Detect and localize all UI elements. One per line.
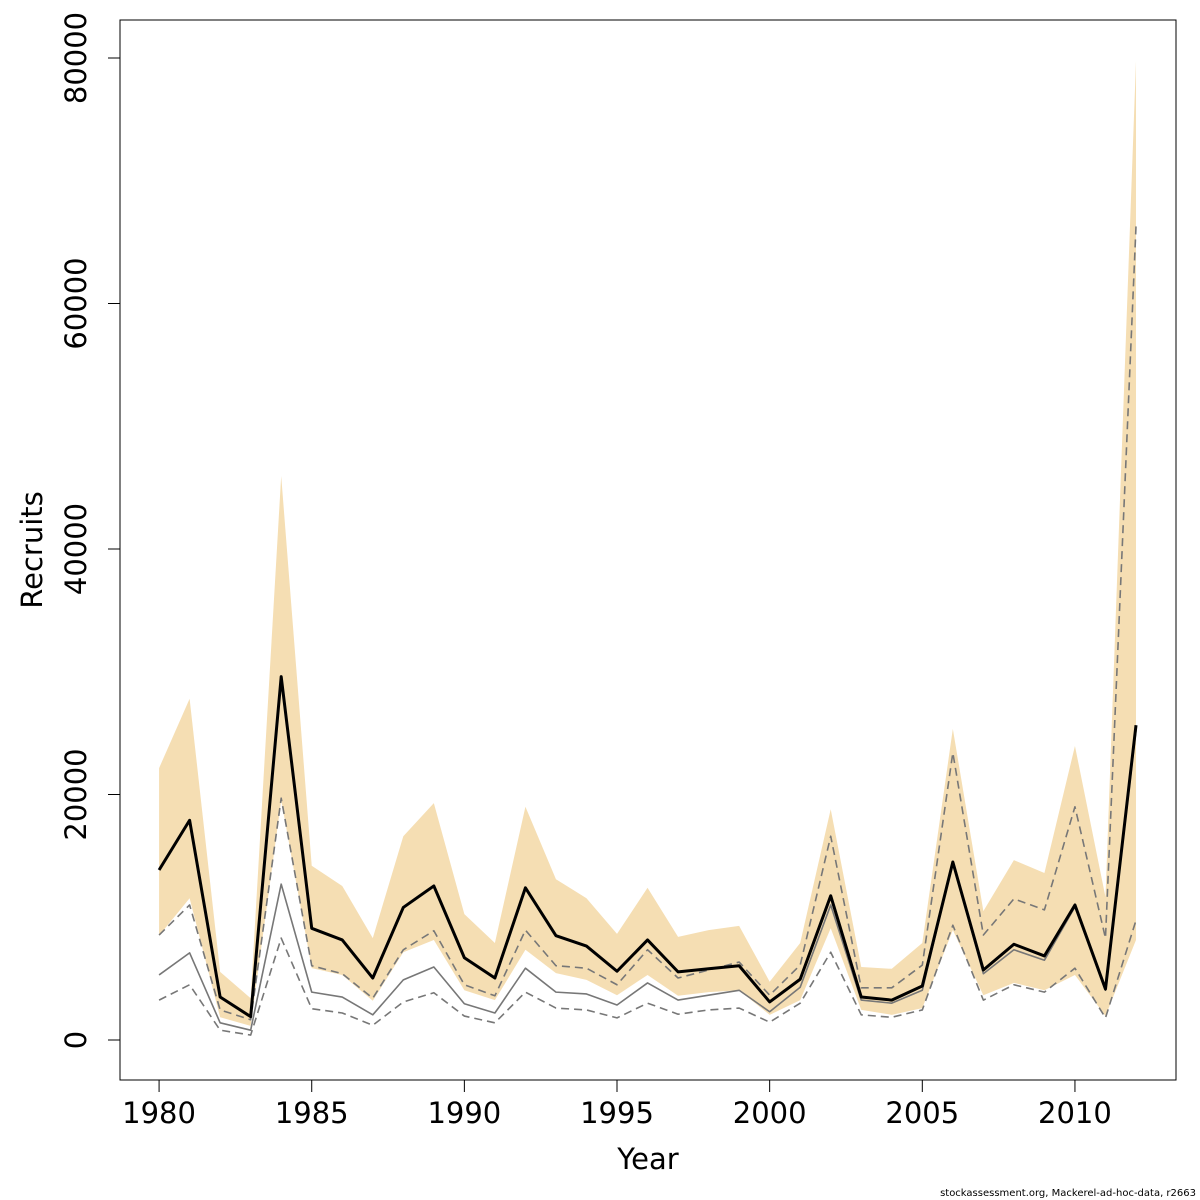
y-tick-label: 80000 bbox=[59, 12, 93, 104]
x-tick-label: 2000 bbox=[733, 1096, 807, 1130]
y-tick-label: 40000 bbox=[59, 503, 93, 595]
x-tick-label: 2005 bbox=[885, 1096, 959, 1130]
x-tick-label: 1990 bbox=[427, 1096, 501, 1130]
y-tick-label: 20000 bbox=[59, 748, 93, 840]
series-line bbox=[158, 920, 1137, 1036]
x-tick-label: 1980 bbox=[122, 1096, 196, 1130]
x-tick-label: 2010 bbox=[1038, 1096, 1112, 1130]
series-line bbox=[158, 226, 1137, 1021]
y-axis-label: Recruits bbox=[15, 491, 49, 608]
x-axis-label: Year bbox=[616, 1142, 678, 1176]
footnote: stockassessment.org, Mackerel-ad-hoc-dat… bbox=[940, 1188, 1196, 1199]
y-tick-label: 60000 bbox=[59, 257, 93, 349]
series-line bbox=[157, 675, 1138, 1019]
confidence-band bbox=[159, 61, 1137, 1026]
x-tick-label: 1995 bbox=[580, 1096, 654, 1130]
y-tick-label: 0 bbox=[59, 1031, 93, 1049]
x-tick-label: 1985 bbox=[275, 1096, 349, 1130]
